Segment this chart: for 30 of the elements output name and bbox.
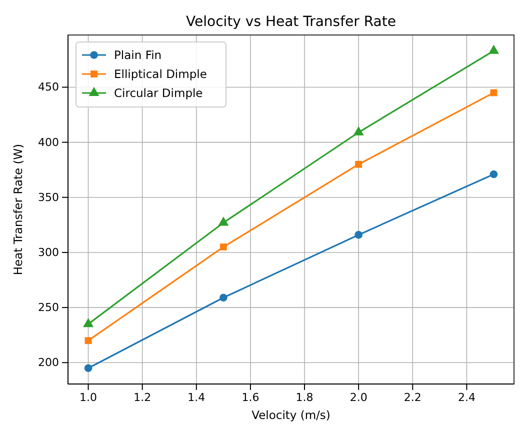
y-tick-label: 200 xyxy=(38,356,59,370)
point xyxy=(220,294,228,302)
x-tick-label: 1.6 xyxy=(242,390,260,404)
x-tick-label: 1.4 xyxy=(188,390,206,404)
y-axis-title: Heat Transfer Rate (W) xyxy=(11,144,25,276)
point xyxy=(355,160,362,168)
point xyxy=(220,243,227,250)
legend-label: Circular Dimple xyxy=(114,86,203,100)
x-tick-label: 2.2 xyxy=(404,390,422,404)
point xyxy=(354,230,362,239)
point xyxy=(353,126,364,136)
y-tick-label: 400 xyxy=(38,136,59,149)
point xyxy=(490,170,498,178)
y-tick-label: 300 xyxy=(38,246,59,259)
point xyxy=(84,337,92,344)
x-tick-label: 1.2 xyxy=(134,390,152,404)
x-tick-label: 2.4 xyxy=(458,390,476,404)
x-axis-title: Velocity (m/s) xyxy=(252,408,330,422)
point xyxy=(84,364,92,372)
legend-label: Plain Fin xyxy=(114,48,162,62)
x-tick-label: 2.0 xyxy=(350,390,368,404)
y-tick-label: 250 xyxy=(38,301,59,314)
legend-label: Elliptical Dimple xyxy=(114,67,207,81)
x-tick-label: 1.8 xyxy=(296,390,314,404)
y-tick-label: 450 xyxy=(38,80,59,94)
x-tick-label: 1.0 xyxy=(80,390,98,404)
y-tick-label: 350 xyxy=(38,190,59,204)
chart-title: Velocity vs Heat Transfer Rate xyxy=(186,14,396,30)
point xyxy=(218,216,229,226)
point xyxy=(488,44,499,54)
